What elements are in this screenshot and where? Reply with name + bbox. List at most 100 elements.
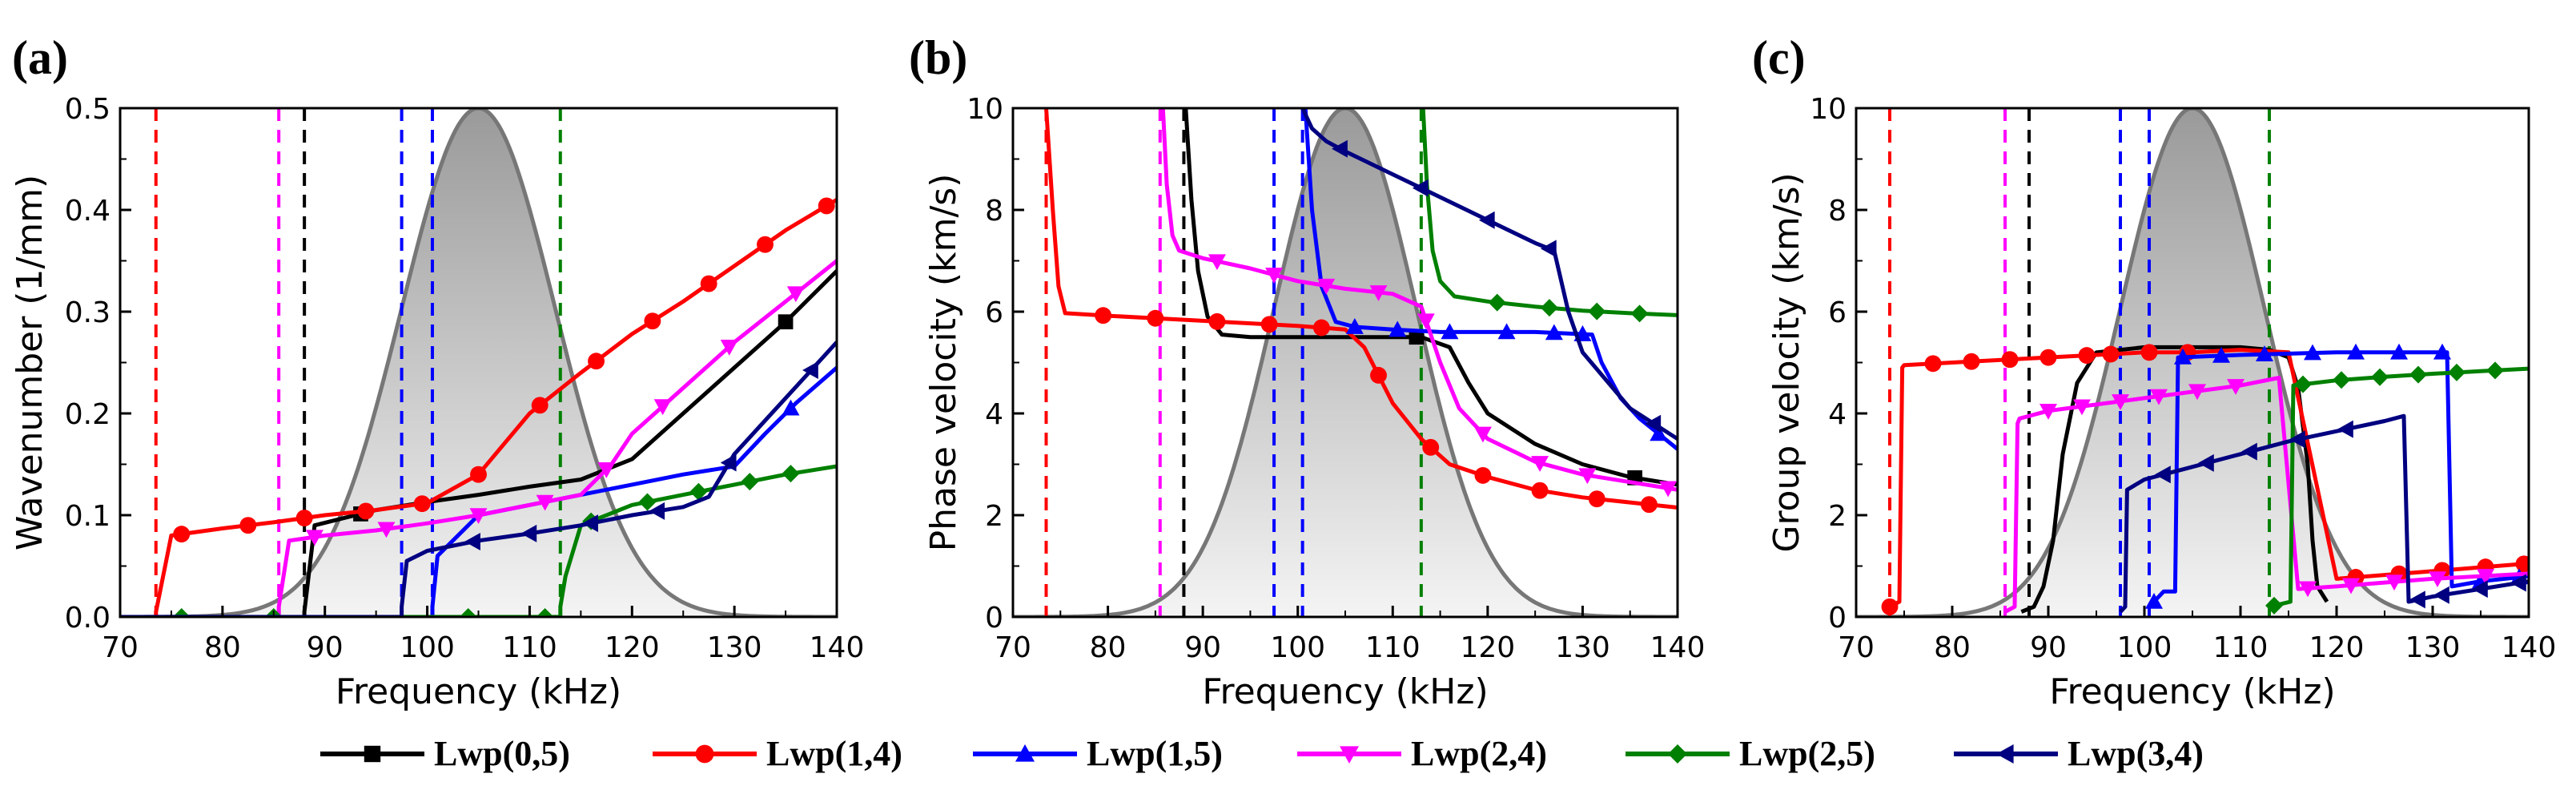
y-tick-label: 0.1 (65, 500, 111, 533)
data-point (1422, 438, 1440, 456)
data-point (2429, 571, 2446, 588)
data-point (2227, 379, 2244, 395)
data-point (2112, 394, 2129, 410)
y-axis-label: Wavenumber (1/mm) (10, 175, 50, 550)
data-point (2040, 349, 2057, 366)
data-point (597, 462, 616, 478)
legend-item: Lwp(0,5) (320, 734, 570, 773)
legend-label: Lwp(0,5) (434, 734, 570, 773)
series-lwp-3-4 (1300, 108, 1678, 441)
data-point (470, 466, 487, 483)
data-point (2385, 574, 2403, 591)
data-point (295, 510, 313, 527)
data-point (720, 453, 737, 472)
series-lwp-1-4 (1881, 344, 2529, 615)
x-tick-label: 80 (1934, 631, 1971, 664)
data-point (1412, 179, 1429, 197)
legend-marker (1668, 744, 1687, 764)
data-point (2102, 345, 2120, 363)
data-point (1265, 268, 1284, 284)
y-tick-label: 10 (967, 93, 1003, 126)
data-point (1332, 139, 1348, 158)
y-tick-label: 6 (985, 296, 1003, 329)
x-axis-label: Frequency (kHz) (336, 671, 621, 712)
chart-panel-c: 70 80 90 100 110 120 130 140 0 2 4 6 8 10 Frequency (k… (1752, 31, 2556, 712)
y-tick-label: 0.4 (65, 195, 111, 228)
data-point (2304, 344, 2321, 361)
data-point (638, 493, 657, 511)
x-tick-label: 100 (400, 631, 455, 664)
data-point (1924, 355, 1942, 373)
data-point (2433, 586, 2449, 604)
y-tick-label: 0.2 (65, 398, 111, 431)
spectrum-fill (1856, 108, 2529, 617)
data-point (1881, 598, 1899, 615)
data-point (2433, 343, 2451, 360)
data-point (2299, 581, 2317, 598)
data-point (305, 530, 324, 546)
series-lwp-2-4 (1160, 108, 1678, 498)
data-point (1478, 211, 1495, 229)
data-point (520, 524, 537, 542)
series-line (1421, 108, 1678, 317)
data-point (2073, 399, 2091, 416)
legend-label: Lwp(1,4) (766, 734, 902, 773)
data-point (1659, 481, 1678, 498)
data-point (2448, 363, 2465, 381)
spectrum-curve (1856, 108, 2529, 617)
legend-item: Lwp(3,4) (1954, 734, 2204, 773)
y-tick-label: 0 (985, 602, 1003, 635)
data-point (2486, 361, 2504, 380)
series-lwp-2-5 (1421, 108, 1678, 323)
x-tick-label: 130 (707, 631, 762, 664)
data-point (2390, 343, 2408, 360)
data-point (357, 502, 375, 520)
y-tick-label: 0.5 (65, 93, 111, 126)
x-tick-label: 130 (2405, 631, 2461, 664)
data-point (649, 502, 665, 520)
series-line (120, 464, 837, 617)
data-point (2174, 348, 2192, 365)
chart-panel-a: 70 80 90 100 110 120 130 140 0.0 0.1 0.2 0.3 0.4 0.5 F… (10, 31, 864, 712)
legend-item: Lwp(2,4) (1297, 734, 1547, 773)
series-lwp-3-4 (120, 341, 837, 617)
data-point (536, 608, 554, 617)
data-point (1260, 316, 1278, 333)
legend-item: Lwp(1,5) (973, 734, 1223, 773)
data-point (2001, 351, 2019, 369)
legend-label: Lwp(2,5) (1739, 734, 1875, 773)
plot-area (1013, 108, 1678, 617)
x-axis-label: Frequency (kHz) (1202, 671, 1488, 712)
data-point (173, 526, 191, 543)
data-point (1312, 319, 1330, 337)
data-point (1645, 414, 1662, 433)
data-point (582, 514, 598, 533)
data-point (1317, 278, 1336, 295)
data-point (1531, 456, 1549, 472)
spectrum-fill (1013, 108, 1678, 617)
data-point (1208, 312, 1226, 330)
data-point (2337, 420, 2353, 438)
x-tick-label: 110 (2213, 631, 2269, 664)
y-tick-label: 4 (985, 398, 1003, 431)
x-tick-label: 90 (307, 631, 344, 664)
x-tick-label: 140 (1650, 631, 1706, 664)
data-point (469, 508, 488, 524)
plot-area (120, 108, 837, 617)
y-tick-label: 10 (1810, 93, 1847, 126)
panel-tag: (c) (1752, 31, 1806, 84)
data-point (172, 608, 191, 617)
y-tick-label: 0.3 (65, 296, 111, 329)
x-tick-label: 100 (2117, 631, 2172, 664)
series-lwp-2-4 (120, 259, 837, 617)
data-point (2294, 375, 2312, 393)
data-point (2477, 569, 2494, 585)
y-tick-label: 8 (985, 195, 1003, 228)
x-tick-label: 120 (1460, 631, 1515, 664)
data-point (531, 397, 549, 414)
y-tick-label: 2 (985, 500, 1003, 533)
legend-marker (1015, 744, 1035, 762)
y-tick-label: 6 (1828, 296, 1847, 329)
chart-panel-b: 70 80 90 100 110 120 130 140 0 2 4 6 8 10 Frequency (k… (909, 31, 1705, 712)
